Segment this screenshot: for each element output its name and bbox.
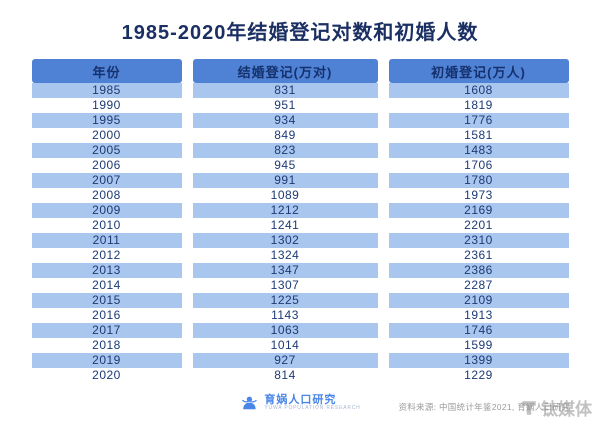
- table-cell: 2287: [388, 278, 569, 293]
- table-cell: 2008: [31, 188, 182, 203]
- source-text: 资料来源: 中国统计年鉴2021, 育娲人口研究: [398, 402, 570, 412]
- table-cell: 1706: [388, 158, 569, 173]
- table-body: 1985 831 1608 1990 951 1819 1995 934 1776 2000 849…: [31, 83, 569, 383]
- watermark-text: 钛媒体: [541, 400, 592, 419]
- data-table: 年份 结婚登记(万对) 初婚登记(万人) 1985 831 1608 1990 951 181…: [21, 59, 580, 383]
- table-cell: 823: [192, 143, 378, 158]
- table-cell: 1599: [388, 338, 569, 353]
- table-cell: 1780: [388, 173, 569, 188]
- table-cell: 1973: [388, 188, 569, 203]
- table-cell: 1089: [192, 188, 378, 203]
- table-cell: 2010: [31, 218, 182, 233]
- tmtpost-logo-icon: [522, 400, 536, 415]
- table-cell: 1990: [31, 98, 182, 113]
- table-row: 2010 1241 2201: [31, 218, 569, 233]
- table-cell: 1225: [192, 293, 378, 308]
- table-row: 2020 814 1229: [31, 368, 569, 383]
- column-header: 结婚登记(万对): [192, 59, 378, 83]
- table-cell: 951: [192, 98, 378, 113]
- table-row: 2005 823 1483: [31, 143, 569, 158]
- table-cell: 2011: [31, 233, 182, 248]
- table-cell: 1483: [388, 143, 569, 158]
- table-row: 2012 1324 2361: [31, 248, 569, 263]
- table-cell: 1746: [388, 323, 569, 338]
- column-header: 年份: [31, 59, 182, 83]
- table-cell: 2000: [31, 128, 182, 143]
- table-cell: 1913: [388, 308, 569, 323]
- table-cell: 1324: [192, 248, 378, 263]
- watermark: 钛媒体: [520, 395, 592, 420]
- yuwa-logo: 育娲人口研究 YUWA POPULATION RESEARCH: [239, 393, 360, 413]
- table-cell: 2007: [31, 173, 182, 188]
- table-cell: 945: [192, 158, 378, 173]
- yuwa-logo-text: 育娲人口研究: [264, 394, 337, 407]
- table-cell: 1347: [192, 263, 378, 278]
- table-cell: 1063: [192, 323, 378, 338]
- table-cell: 2361: [388, 248, 569, 263]
- table-cell: 2009: [31, 203, 182, 218]
- table-row: 2000 849 1581: [31, 128, 569, 143]
- table-row: 2018 1014 1599: [31, 338, 569, 353]
- table-cell: 2018: [31, 338, 182, 353]
- footer: 育娲人口研究 YUWA POPULATION RESEARCH 资料来源: 中国…: [0, 389, 600, 424]
- table-cell: 2019: [31, 353, 182, 368]
- table-cell: 1995: [31, 113, 182, 128]
- table-cell: 2201: [388, 218, 569, 233]
- table-row: 2009 1212 2169: [31, 203, 569, 218]
- yuwa-logo-text-wrap: 育娲人口研究 YUWA POPULATION RESEARCH: [264, 394, 360, 412]
- table-header-row: 年份 结婚登记(万对) 初婚登记(万人): [31, 59, 569, 83]
- table-row: 2017 1063 1746: [31, 323, 569, 338]
- table-cell: 2169: [388, 203, 569, 218]
- table-cell: 1014: [192, 338, 378, 353]
- table-row: 1990 951 1819: [31, 98, 569, 113]
- table-cell: 2310: [388, 233, 569, 248]
- table-row: 1995 934 1776: [31, 113, 569, 128]
- table-cell: 1985: [31, 83, 182, 98]
- table-cell: 1302: [192, 233, 378, 248]
- table-cell: 2016: [31, 308, 182, 323]
- table-row: 2007 991 1780: [31, 173, 569, 188]
- yuwa-logo-icon: [242, 396, 257, 410]
- page-title: 1985-2020年结婚登记对数和初婚人数: [121, 22, 479, 44]
- table-cell: 2006: [31, 158, 182, 173]
- table-cell: 831: [192, 83, 378, 98]
- table-cell: 849: [192, 128, 378, 143]
- table-row: 2008 1089 1973: [31, 188, 569, 203]
- table-row: 2016 1143 1913: [31, 308, 569, 323]
- table-cell: 814: [192, 368, 378, 383]
- table-row: 2015 1225 2109: [31, 293, 569, 308]
- table-cell: 2386: [388, 263, 569, 278]
- table-cell: 2005: [31, 143, 182, 158]
- table-row: 2019 927 1399: [31, 353, 569, 368]
- table-cell: 2020: [31, 368, 182, 383]
- table-cell: 1307: [192, 278, 378, 293]
- table-cell: 2013: [31, 263, 182, 278]
- table-cell: 934: [192, 113, 378, 128]
- table-cell: 2012: [31, 248, 182, 263]
- table-row: 2014 1307 2287: [31, 278, 569, 293]
- table-cell: 1776: [388, 113, 569, 128]
- table-cell: 1399: [388, 353, 569, 368]
- table-cell: 1608: [388, 83, 569, 98]
- table-cell: 991: [192, 173, 378, 188]
- table-cell: 1229: [388, 368, 569, 383]
- table-row: 1985 831 1608: [31, 83, 569, 98]
- table-cell: 1212: [192, 203, 378, 218]
- column-header: 初婚登记(万人): [388, 59, 569, 83]
- table-cell: 2109: [388, 293, 569, 308]
- table-row: 2011 1302 2310: [31, 233, 569, 248]
- table-cell: 927: [192, 353, 378, 368]
- table-cell: 2014: [31, 278, 182, 293]
- table-cell: 1819: [388, 98, 569, 113]
- table-cell: 1581: [388, 128, 569, 143]
- table-cell: 2017: [31, 323, 182, 338]
- table-cell: 2015: [31, 293, 182, 308]
- yuwa-logo-subtext: YUWA POPULATION RESEARCH: [264, 405, 361, 412]
- table-row: 2013 1347 2386: [31, 263, 569, 278]
- table-row: 2006 945 1706: [31, 158, 569, 173]
- table-cell: 1241: [192, 218, 378, 233]
- table-cell: 1143: [192, 308, 378, 323]
